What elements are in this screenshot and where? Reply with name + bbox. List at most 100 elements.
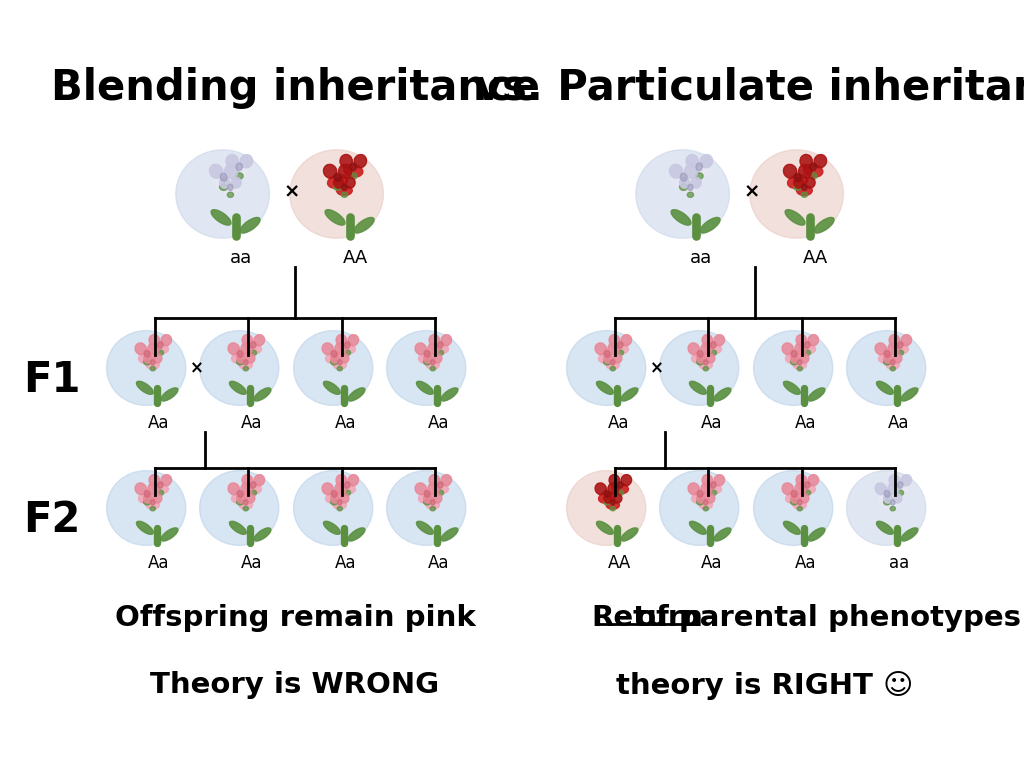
Ellipse shape: [336, 335, 346, 346]
Ellipse shape: [606, 501, 620, 509]
Ellipse shape: [897, 350, 903, 356]
Ellipse shape: [689, 164, 709, 177]
Ellipse shape: [227, 184, 233, 190]
Ellipse shape: [617, 350, 624, 356]
Ellipse shape: [795, 343, 806, 355]
Ellipse shape: [154, 494, 162, 503]
Ellipse shape: [674, 174, 693, 188]
Ellipse shape: [437, 342, 443, 348]
Ellipse shape: [224, 164, 238, 178]
Ellipse shape: [804, 164, 823, 177]
Ellipse shape: [106, 330, 185, 406]
Ellipse shape: [884, 350, 890, 357]
Ellipse shape: [754, 471, 833, 545]
Ellipse shape: [711, 342, 716, 348]
Ellipse shape: [254, 388, 271, 401]
Ellipse shape: [238, 350, 243, 357]
Text: Aa: Aa: [242, 554, 263, 572]
Ellipse shape: [706, 343, 722, 353]
Ellipse shape: [791, 494, 799, 503]
Ellipse shape: [893, 354, 902, 363]
Ellipse shape: [700, 483, 712, 495]
Ellipse shape: [621, 335, 632, 346]
Ellipse shape: [877, 521, 893, 535]
Ellipse shape: [222, 186, 239, 196]
Ellipse shape: [243, 366, 249, 371]
Text: ×: ×: [650, 359, 664, 377]
Ellipse shape: [229, 164, 249, 177]
Ellipse shape: [802, 184, 807, 190]
Ellipse shape: [335, 483, 346, 495]
Text: of parental phenotypes: of parental phenotypes: [626, 604, 1021, 632]
Text: AA: AA: [342, 249, 368, 266]
Ellipse shape: [146, 501, 160, 509]
Ellipse shape: [254, 335, 264, 346]
Ellipse shape: [901, 475, 911, 486]
Ellipse shape: [795, 174, 801, 181]
Ellipse shape: [238, 491, 243, 498]
Ellipse shape: [417, 521, 433, 535]
Ellipse shape: [150, 475, 160, 486]
Ellipse shape: [437, 482, 443, 488]
Text: aa: aa: [229, 249, 252, 266]
Ellipse shape: [242, 335, 253, 346]
Ellipse shape: [340, 354, 349, 363]
Text: Offspring remain pink: Offspring remain pink: [115, 604, 475, 632]
Ellipse shape: [158, 482, 163, 488]
Ellipse shape: [884, 491, 890, 498]
Text: AA: AA: [803, 249, 827, 266]
Ellipse shape: [608, 483, 618, 495]
Ellipse shape: [696, 359, 703, 365]
Ellipse shape: [424, 491, 430, 498]
Ellipse shape: [151, 359, 155, 365]
Ellipse shape: [433, 494, 442, 503]
Ellipse shape: [703, 500, 708, 505]
Ellipse shape: [237, 499, 244, 505]
Ellipse shape: [686, 154, 698, 168]
Ellipse shape: [814, 154, 826, 167]
Ellipse shape: [707, 354, 715, 363]
Ellipse shape: [893, 494, 902, 503]
Ellipse shape: [695, 173, 703, 179]
Ellipse shape: [324, 381, 340, 394]
Ellipse shape: [245, 483, 261, 494]
Ellipse shape: [144, 491, 150, 498]
Ellipse shape: [243, 506, 249, 511]
Ellipse shape: [437, 490, 443, 495]
Ellipse shape: [161, 388, 178, 401]
Ellipse shape: [603, 499, 610, 505]
Ellipse shape: [228, 343, 240, 355]
Ellipse shape: [792, 491, 797, 498]
Ellipse shape: [333, 361, 346, 369]
Ellipse shape: [161, 335, 172, 346]
Ellipse shape: [326, 492, 343, 503]
Ellipse shape: [214, 174, 233, 188]
Ellipse shape: [431, 359, 435, 365]
Text: ×: ×: [743, 182, 760, 201]
Ellipse shape: [785, 492, 803, 503]
Ellipse shape: [897, 490, 903, 495]
Ellipse shape: [798, 359, 802, 365]
Ellipse shape: [703, 359, 708, 365]
Ellipse shape: [334, 184, 342, 190]
Ellipse shape: [241, 483, 252, 495]
Text: Aa: Aa: [148, 554, 170, 572]
Ellipse shape: [783, 164, 797, 178]
Ellipse shape: [254, 528, 271, 541]
Ellipse shape: [241, 343, 252, 355]
Ellipse shape: [237, 359, 244, 365]
Ellipse shape: [220, 174, 227, 181]
Text: Aa: Aa: [608, 414, 630, 432]
Ellipse shape: [901, 388, 918, 401]
Ellipse shape: [143, 494, 153, 503]
Ellipse shape: [901, 335, 911, 346]
Ellipse shape: [714, 388, 731, 401]
Ellipse shape: [886, 361, 899, 369]
Ellipse shape: [898, 342, 903, 348]
Ellipse shape: [714, 475, 725, 486]
Ellipse shape: [700, 154, 713, 167]
Text: Aa: Aa: [796, 414, 817, 432]
Ellipse shape: [229, 381, 247, 394]
Ellipse shape: [244, 500, 248, 505]
Ellipse shape: [250, 350, 257, 356]
